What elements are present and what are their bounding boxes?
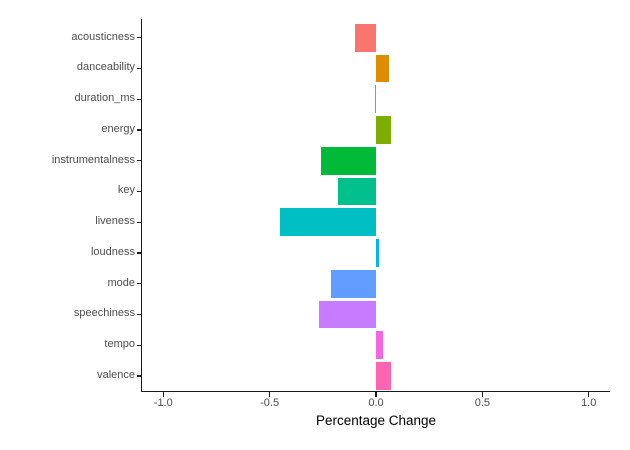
bar-energy [376,116,391,144]
x-tick-label: 1.0 [581,397,597,409]
x-tick-label: -0.5 [260,397,280,409]
y-tick-mark [136,98,142,100]
y-tick-mark [136,375,142,377]
y-tick-label-instrumentalness: instrumentalness [51,153,135,166]
bar-tempo [376,331,384,359]
x-tick-label: 0.0 [368,397,384,409]
bar-key [337,177,376,206]
x-tick-mark [268,391,271,397]
y-tick-label-energy: energy [101,122,135,135]
y-tick-label-tempo: tempo [104,338,135,351]
y-tick-mark [136,283,142,285]
y-tick-label-valence: valence [97,368,135,381]
y-tick-label-duration_ms: duration_ms [74,92,135,105]
y-tick-mark [136,129,142,131]
y-tick-label-mode: mode [107,276,135,289]
y-axis-line [141,19,143,391]
y-tick-mark [136,37,142,39]
bar-liveness [280,208,376,236]
bar-mode [331,269,376,298]
y-tick-label-acousticness: acousticness [71,30,135,43]
bar-danceability [376,54,389,83]
y-tick-label-danceability: danceability [76,61,135,74]
bar-acousticness [354,23,376,52]
bar-speechiness [318,300,376,329]
bar-valence [376,362,391,390]
bar-duration_ms [374,85,376,113]
y-tick-mark [136,221,142,223]
y-tick-mark [136,252,142,254]
bar-instrumentalness [320,146,376,175]
y-tick-label-key: key [117,184,135,197]
x-tick-mark [588,391,590,397]
y-tick-label-loudness: loudness [90,245,135,258]
bar-loudness [376,239,380,267]
x-tick-mark [481,391,483,397]
x-tick-mark [375,391,377,397]
y-tick-label-liveness: liveness [95,215,135,228]
x-axis-title: Percentage Change [315,413,437,428]
y-tick-mark [136,344,142,346]
y-tick-mark [136,190,142,193]
y-tick-mark [136,160,142,162]
y-tick-label-speechiness: speechiness [73,307,135,320]
y-tick-mark [136,313,142,316]
y-tick-mark [136,67,142,70]
x-tick-label: 0.5 [474,397,490,409]
x-axis-line [141,390,610,392]
x-tick-label: -1.0 [153,397,173,409]
x-tick-mark [162,391,164,397]
